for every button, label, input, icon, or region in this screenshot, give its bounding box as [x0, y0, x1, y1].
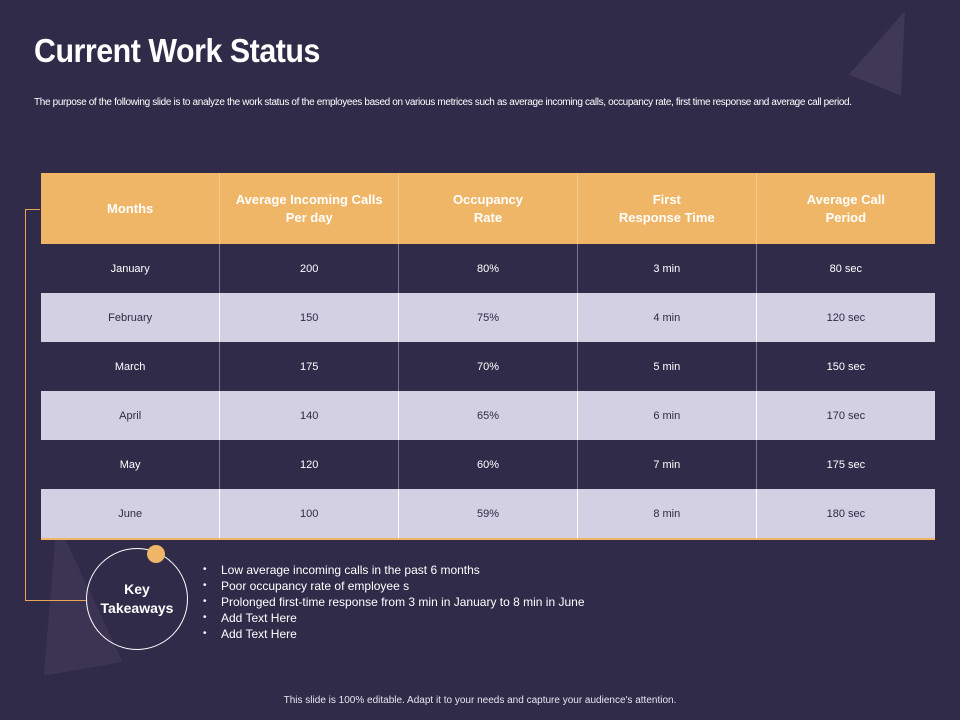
table-cell: 4 min: [577, 293, 757, 342]
table-cell: 175: [219, 342, 400, 391]
table-header-row: Months Average Incoming Calls Per day Oc…: [41, 173, 935, 244]
table-cell: 175 sec: [756, 440, 935, 489]
header-first-response-time: First Response Time: [577, 173, 757, 244]
key-takeaways-label-line: Key: [124, 581, 150, 597]
table-cell: 120 sec: [756, 293, 935, 342]
header-text: Occupancy: [452, 191, 524, 207]
slide-subtitle: The purpose of the following slide is to…: [34, 97, 852, 108]
key-takeaways-label: Key Takeaways: [97, 580, 177, 618]
header-avg-incoming-calls: Average Incoming Calls Per day: [219, 173, 400, 244]
header-text: Average Incoming Calls: [235, 191, 383, 207]
work-status-table: Months Average Incoming Calls Per day Oc…: [41, 173, 935, 540]
header-text: Months: [107, 200, 154, 216]
connector-line: [25, 209, 40, 601]
header-text: Response Time: [618, 209, 715, 225]
connector-line: [40, 600, 87, 601]
table-cell: May: [41, 440, 221, 489]
list-item: Add Text Here: [203, 626, 585, 642]
table-cell: 5 min: [577, 342, 757, 391]
table-cell: January: [41, 244, 221, 293]
table-row: February 150 75% 4 min 120 sec: [41, 293, 935, 342]
header-text: Period: [825, 209, 867, 225]
header-text: Rate: [473, 209, 503, 225]
table-cell: March: [41, 342, 221, 391]
list-item: Low average incoming calls in the past 6…: [203, 562, 585, 578]
table-cell: June: [41, 489, 221, 540]
table-cell: 200: [219, 244, 400, 293]
list-item: Add Text Here: [203, 610, 585, 626]
table-cell: 150: [219, 293, 400, 342]
header-text: First: [652, 191, 681, 207]
table-row: April 140 65% 6 min 170 sec: [41, 391, 935, 440]
table-cell: 65%: [398, 391, 578, 440]
list-item: Poor occupancy rate of employee s: [203, 578, 585, 594]
table-cell: 75%: [398, 293, 578, 342]
takeaways-list: Low average incoming calls in the past 6…: [203, 562, 585, 642]
table-cell: 140: [219, 391, 400, 440]
table-cell: 80 sec: [756, 244, 935, 293]
table-cell: 180 sec: [756, 489, 935, 540]
table-row: January 200 80% 3 min 80 sec: [41, 244, 935, 293]
key-takeaways-circle: Key Takeaways: [86, 548, 188, 650]
list-item: Prolonged first-time response from 3 min…: [203, 594, 585, 610]
table-cell: April: [41, 391, 221, 440]
header-text: Average Call: [806, 191, 885, 207]
accent-dot: [147, 545, 165, 563]
header-months: Months: [41, 173, 221, 244]
table-row: May 120 60% 7 min 175 sec: [41, 440, 935, 489]
table-cell: 170 sec: [756, 391, 935, 440]
table-row: June 100 59% 8 min 180 sec: [41, 489, 935, 540]
table-cell: 150 sec: [756, 342, 935, 391]
table-cell: 100: [219, 489, 400, 540]
slide-footer: This slide is 100% editable. Adapt it to…: [283, 695, 677, 706]
table-cell: 3 min: [577, 244, 757, 293]
decorative-triangle: [849, 0, 931, 96]
table-cell: 80%: [398, 244, 578, 293]
header-avg-call-period: Average Call Period: [756, 173, 935, 244]
table-cell: 7 min: [577, 440, 757, 489]
slide-title: Current Work Status: [34, 32, 320, 69]
table-cell: 70%: [398, 342, 578, 391]
header-occupancy-rate: Occupancy Rate: [398, 173, 578, 244]
table-row: March 175 70% 5 min 150 sec: [41, 342, 935, 391]
table-cell: February: [41, 293, 221, 342]
header-text: Per day: [285, 209, 333, 225]
table-cell: 8 min: [577, 489, 757, 540]
table-cell: 60%: [398, 440, 578, 489]
table-cell: 59%: [398, 489, 578, 540]
table-cell: 6 min: [577, 391, 757, 440]
key-takeaways-label-line: Takeaways: [100, 600, 174, 616]
table-cell: 120: [219, 440, 400, 489]
